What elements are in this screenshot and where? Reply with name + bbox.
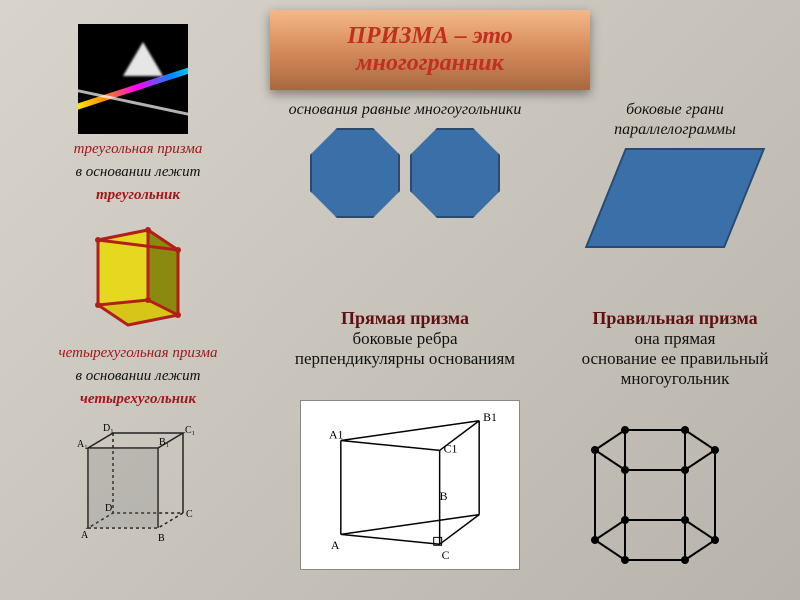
title-line2: многогранник (356, 50, 504, 77)
mid-section: Прямая призма боковые ребра перпендикуля… (290, 300, 520, 369)
octagon-pair (280, 128, 530, 218)
triangular-prism-figure (78, 210, 198, 330)
right-section-body2: основание ее правильный многоугольник (565, 349, 785, 389)
quad-prism-figure: A B C D A₁ B₁ C₁ D₁ (63, 413, 213, 553)
svg-text:C1: C1 (444, 441, 458, 455)
right-column: боковые грани параллелограммы (570, 100, 780, 264)
svg-text:C₁: C₁ (185, 425, 195, 436)
svg-text:B: B (440, 489, 448, 503)
left-column: треугольная призма в основании лежит тре… (28, 140, 248, 557)
svg-text:A: A (331, 538, 340, 552)
parallelogram-shape (585, 148, 765, 248)
mid-caption: основания равные многоугольники (280, 100, 530, 120)
svg-text:C: C (186, 509, 193, 520)
svg-text:A1: A1 (329, 428, 344, 442)
right-section: Правильная призма она прямая основание е… (565, 300, 785, 389)
quad-em: четырехугольник (28, 390, 248, 409)
right-section-title: Правильная призма (565, 308, 785, 329)
right-section-body1: она прямая (565, 329, 785, 349)
prism-photo (78, 24, 188, 134)
middle-column: основания равные многоугольники (280, 100, 530, 234)
mid-section-title: Прямая призма (290, 308, 520, 329)
octagon-shape (410, 128, 500, 218)
vlabel: A (81, 530, 89, 541)
right-prism-diagram: A C B A1 C1 B1 (300, 400, 520, 570)
svg-text:D: D (105, 503, 112, 514)
svg-text:D₁: D₁ (103, 423, 114, 434)
title-line1: ПРИЗМА – это (347, 23, 513, 50)
svg-text:A₁: A₁ (77, 439, 88, 450)
mid-section-body: боковые ребра перпендикулярны основаниям (290, 329, 520, 369)
svg-text:B₁: B₁ (159, 437, 169, 448)
right-caption: боковые грани параллелограммы (570, 100, 780, 140)
quad-desc: в основании лежит (28, 367, 248, 386)
svg-text:C: C (442, 548, 450, 562)
tri-desc: в основании лежит (28, 163, 248, 182)
tri-title: треугольная призма (28, 140, 248, 159)
title-banner: ПРИЗМА – это многогранник (270, 10, 590, 90)
svg-text:B: B (158, 533, 165, 544)
quad-title: четырехугольная призма (28, 344, 248, 363)
hexagonal-prism-figure (575, 390, 765, 580)
tri-em: треугольник (28, 186, 248, 205)
octagon-shape (310, 128, 400, 218)
svg-text:B1: B1 (483, 410, 497, 424)
prism-glow-icon (123, 42, 163, 76)
